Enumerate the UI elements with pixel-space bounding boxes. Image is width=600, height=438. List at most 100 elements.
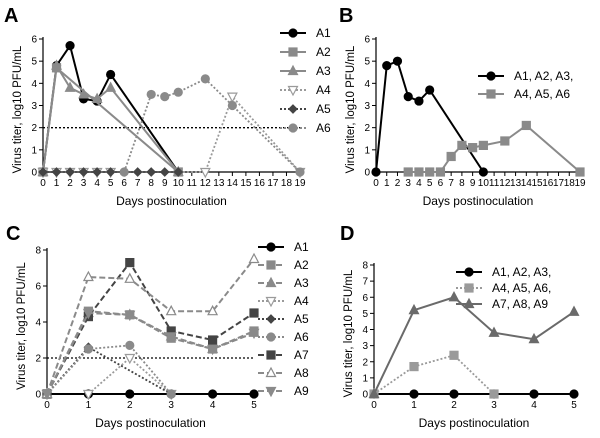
- data-point: [165, 332, 177, 343]
- y-tick-label: 6: [364, 35, 370, 46]
- y-tick-label: 4: [364, 79, 370, 90]
- data-point: [478, 140, 488, 150]
- y-tick-label: 0: [35, 390, 41, 401]
- x-tick-label: 13: [510, 178, 522, 189]
- data-point: [403, 167, 413, 177]
- data-point: [295, 167, 305, 177]
- x-tick-label: 2: [451, 400, 457, 411]
- legend-entry: A1, A2, A3,: [456, 265, 551, 279]
- data-point: [249, 389, 259, 399]
- data-point: [78, 88, 90, 99]
- series-5: [38, 167, 184, 177]
- series-2: [42, 306, 259, 399]
- legend-label: A6: [294, 330, 309, 344]
- data-point: [425, 167, 435, 177]
- series-line: [46, 344, 172, 395]
- data-point: [82, 308, 94, 320]
- panel-d: D 0 1 2 3 4 5 0 1 2 3 4 5 6 7 8 Days postinoculation Viru…: [340, 223, 580, 430]
- legend-entry: A6: [258, 330, 309, 344]
- x-tick-label: 4: [531, 400, 537, 411]
- x-tick-label: 3: [81, 178, 87, 189]
- x-tick-label: 18: [564, 178, 576, 189]
- y-axis-label: Virus titer, log10 PFU/mL: [345, 45, 357, 173]
- data-point: [207, 344, 219, 356]
- y-tick-label: 2: [362, 357, 368, 368]
- x-tick-label: 9: [470, 178, 476, 189]
- data-point: [249, 308, 259, 318]
- data-point: [409, 361, 419, 372]
- x-tick-label: 4: [210, 400, 216, 411]
- data-point: [425, 85, 435, 95]
- x-tick-label: 6: [121, 178, 127, 189]
- data-point: [208, 335, 218, 345]
- x-axis-label: Days postinoculation: [95, 416, 206, 430]
- y-tick-label: 2: [35, 354, 41, 365]
- data-point: [132, 167, 143, 177]
- data-point: [528, 332, 540, 344]
- legend-entry: A4: [280, 83, 331, 97]
- x-tick-label: 8: [459, 178, 465, 189]
- series-2: [38, 63, 183, 177]
- legend-label: A4: [294, 294, 309, 308]
- x-tick-label: 14: [521, 178, 533, 189]
- x-tick-label: 2: [127, 400, 133, 411]
- legend-entry: A2: [280, 45, 331, 59]
- x-tick-label: 3: [491, 400, 497, 411]
- x-tick-label: 11: [187, 178, 198, 189]
- data-point: [575, 167, 585, 177]
- x-tick-label: 1: [384, 178, 390, 189]
- legend-marker: [288, 104, 298, 114]
- legend-marker: [265, 366, 277, 378]
- data-point: [159, 167, 170, 177]
- x-axis-label: Days postinoculation: [419, 416, 530, 430]
- x-tick-label: 16: [254, 178, 266, 189]
- data-point: [227, 100, 237, 111]
- legend-marker: [265, 296, 277, 308]
- legend-marker: [266, 314, 276, 324]
- legend-entry: A1, A2, A3,: [478, 69, 573, 83]
- legend-marker: [288, 123, 298, 133]
- y-tick-label: 5: [364, 57, 370, 68]
- series-line: [373, 354, 495, 395]
- x-tick-label: 8: [148, 178, 154, 189]
- data-point: [200, 74, 210, 84]
- y-tick-label: 8: [362, 261, 368, 272]
- series-7: [42, 258, 259, 399]
- legend-label: A4, A5, A6: [514, 87, 570, 101]
- legend-label: A6: [316, 121, 331, 135]
- x-tick-label: 6: [438, 178, 444, 189]
- data-point: [199, 167, 211, 179]
- legend-marker: [463, 297, 475, 309]
- x-tick-label: 19: [294, 178, 306, 189]
- legend-entry: A3: [258, 276, 309, 290]
- series-1: [371, 56, 488, 177]
- x-tick-label: 0: [40, 178, 46, 189]
- x-tick-label: 15: [240, 178, 252, 189]
- y-tick-label: 8: [35, 246, 41, 257]
- x-tick-label: 2: [395, 178, 401, 189]
- series-line: [46, 260, 255, 395]
- x-tick-label: 10: [173, 178, 185, 189]
- y-tick-label: 0: [362, 390, 368, 401]
- x-tick-label: 14: [227, 178, 239, 189]
- data-point: [403, 92, 413, 102]
- data-point: [371, 167, 381, 177]
- data-point: [64, 81, 76, 92]
- data-point: [414, 167, 424, 177]
- legend-label: A5: [294, 312, 309, 326]
- data-point: [125, 258, 135, 268]
- legend-label: A5: [316, 102, 331, 116]
- x-axis-label: Days postinoculation: [423, 194, 534, 208]
- panel-a: A0 1 2 3 4 5 6 7 8 9 10 11 12 13 14 15 16 17 18 190123456Da…: [4, 5, 331, 208]
- series-line: [46, 258, 255, 395]
- legend-marker: [486, 71, 496, 81]
- data-point: [435, 167, 446, 177]
- data-point: [489, 389, 499, 399]
- legend-label: A4: [316, 83, 331, 97]
- data-point: [165, 304, 177, 316]
- data-point: [449, 350, 459, 360]
- data-point: [457, 140, 467, 150]
- data-point: [166, 389, 176, 399]
- legend-entry: A7, A8, A9: [456, 297, 548, 311]
- legend-entry: A9: [258, 384, 309, 398]
